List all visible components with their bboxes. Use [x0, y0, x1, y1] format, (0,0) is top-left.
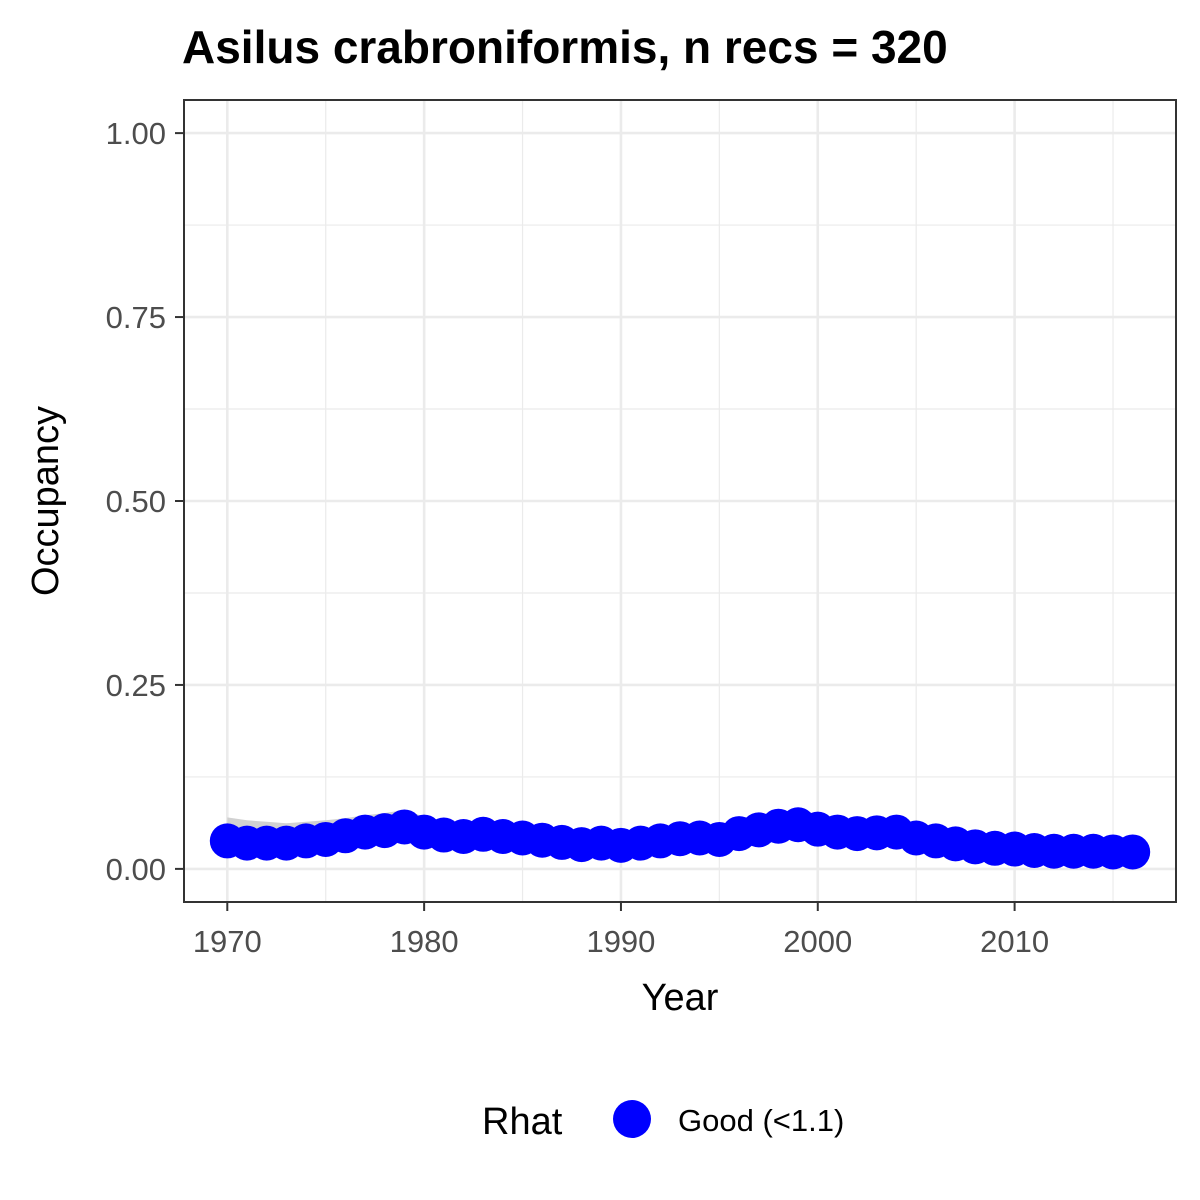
- x-axis-title: Year: [642, 977, 719, 1019]
- x-tick-label: 1980: [390, 924, 459, 959]
- y-tick-label: 1.00: [106, 116, 166, 151]
- y-tick-label: 0.00: [106, 852, 166, 887]
- x-tick-label: 2000: [783, 924, 852, 959]
- minor-gridlines: [184, 100, 1176, 902]
- y-tick-label: 0.25: [106, 668, 166, 703]
- y-axis: 0.00 0.25 0.50 0.75 1.00: [106, 116, 184, 887]
- legend-title: Rhat: [482, 1101, 563, 1143]
- y-axis-title: Occupancy: [25, 406, 67, 596]
- chart-title: Asilus crabroniformis, n recs = 320: [182, 21, 948, 73]
- y-tick-label: 0.50: [106, 484, 166, 519]
- data-point: [1115, 834, 1151, 870]
- x-tick-label: 2010: [980, 924, 1049, 959]
- x-axis: 1970 1980 1990 2000 2010: [193, 902, 1049, 959]
- x-tick-label: 1970: [193, 924, 262, 959]
- major-gridlines: [184, 100, 1176, 902]
- legend-key-good: [613, 1100, 651, 1138]
- y-tick-label: 0.75: [106, 300, 166, 335]
- data-points-layer: [209, 807, 1151, 870]
- legend-label-good: Good (<1.1): [678, 1103, 844, 1138]
- legend: Rhat Good (<1.1): [482, 1100, 844, 1143]
- x-tick-label: 1990: [586, 924, 655, 959]
